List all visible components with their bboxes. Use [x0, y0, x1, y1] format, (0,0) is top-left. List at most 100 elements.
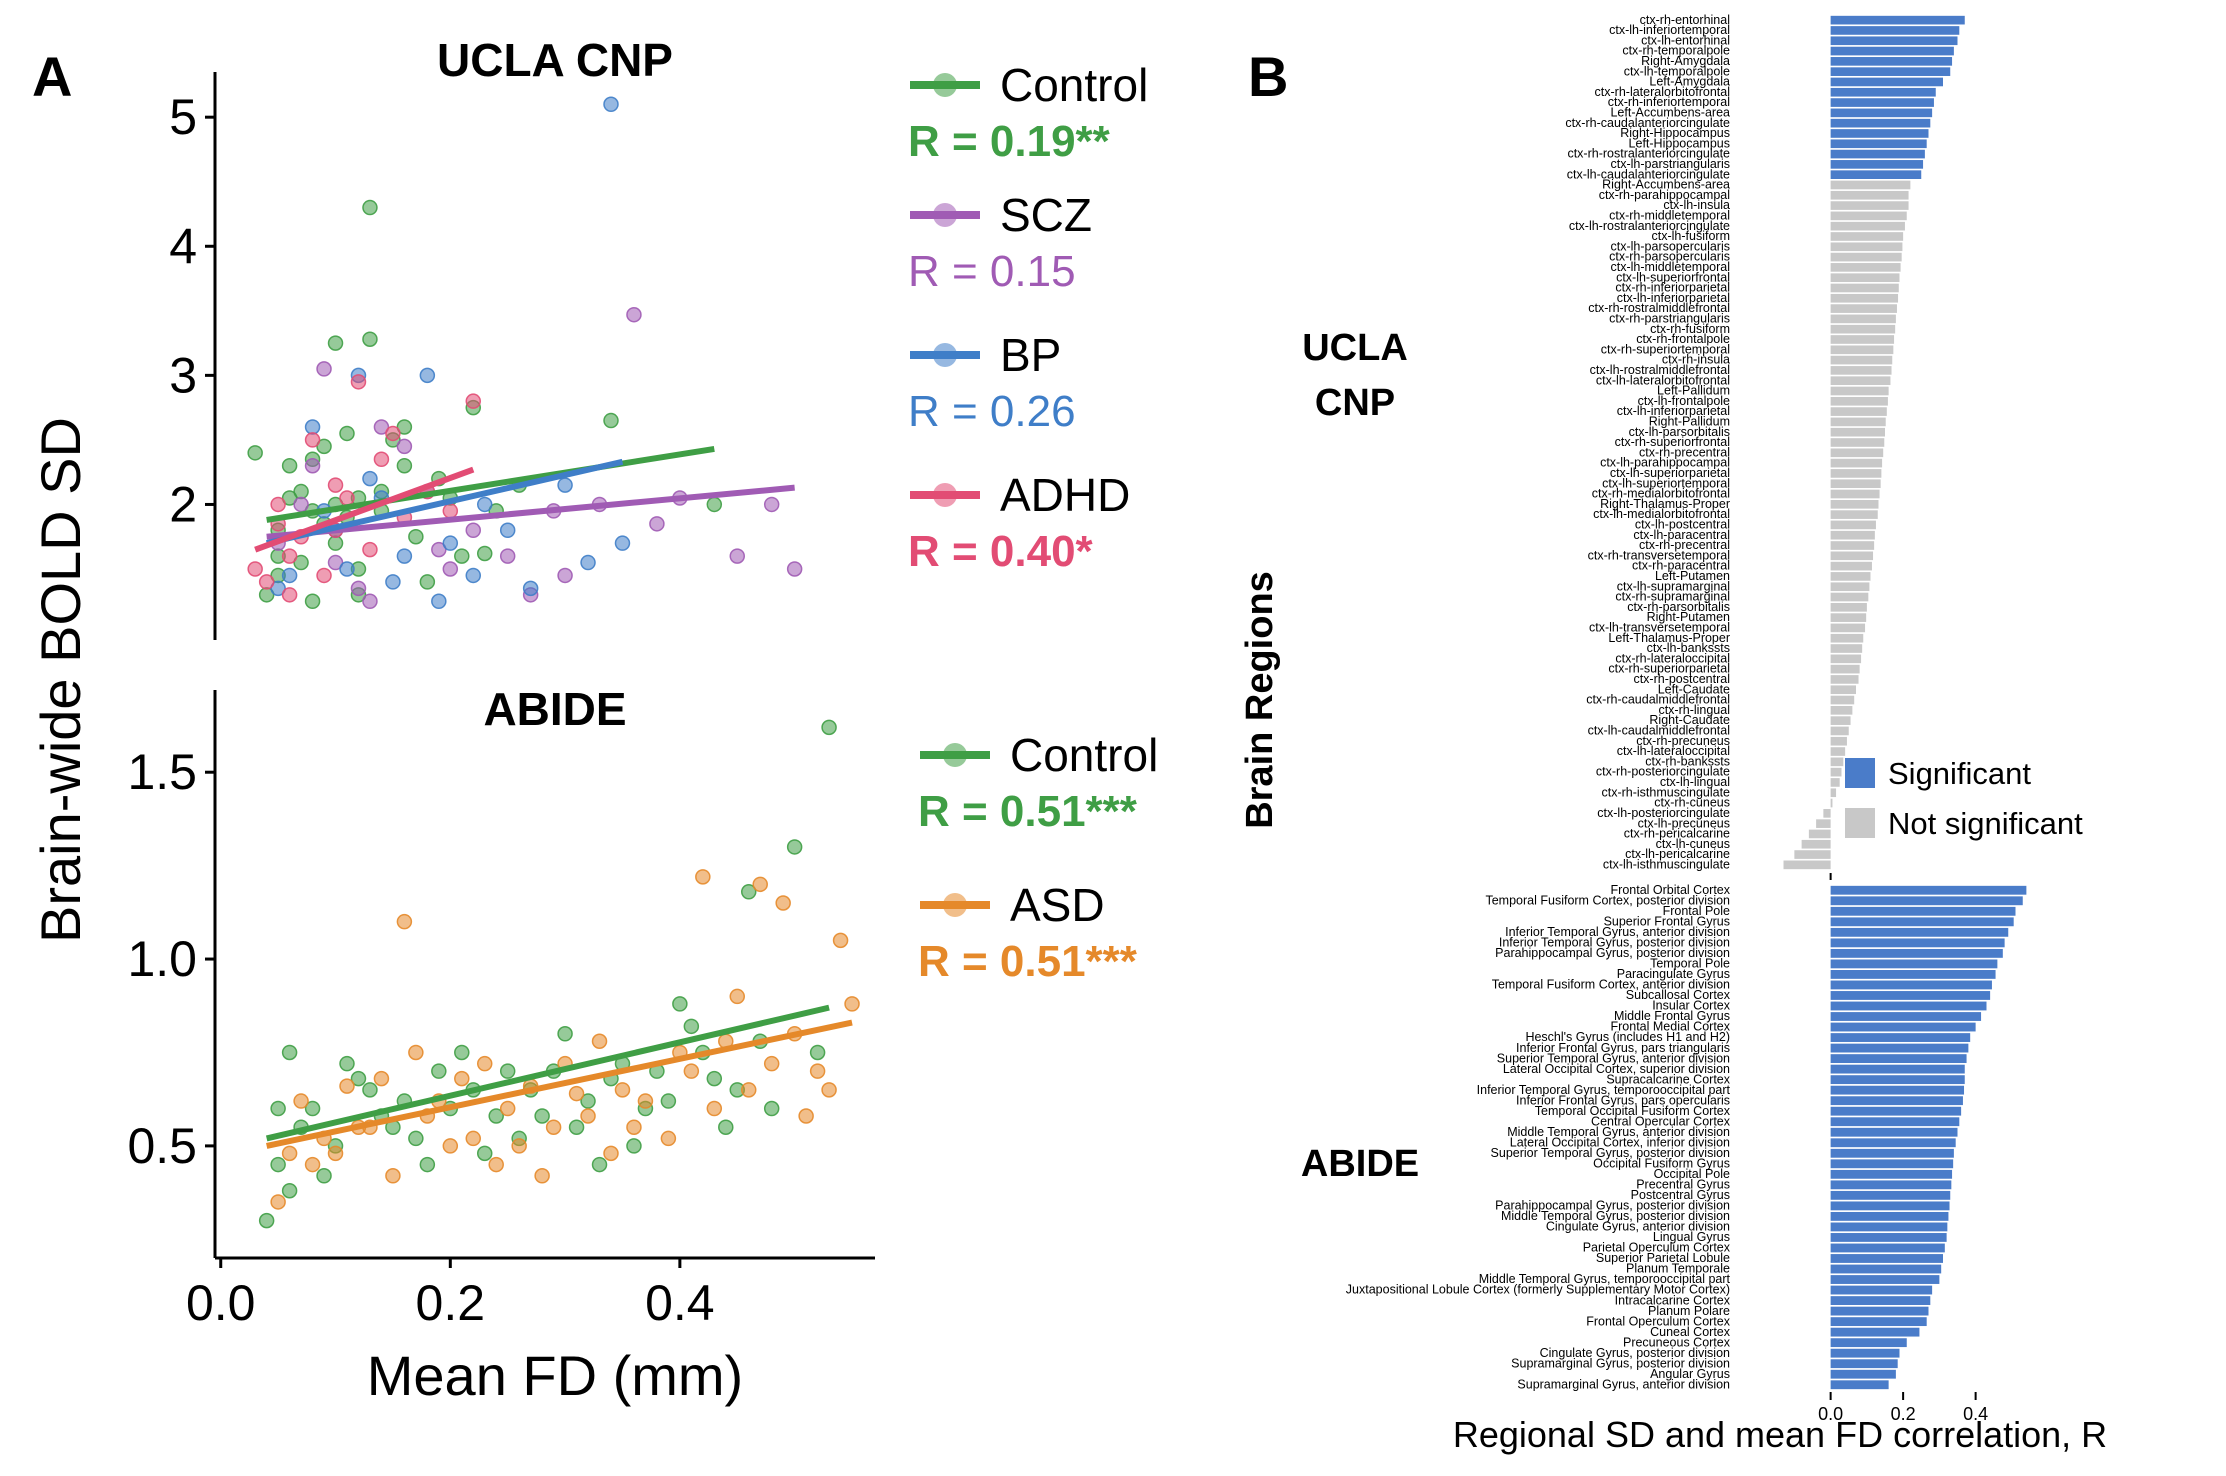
- bar-category-label: Right-Amygdala: [1641, 54, 1730, 68]
- data-point: [419, 1156, 436, 1173]
- bar-category-label: ctx-lh-inferiortemporal: [1609, 23, 1730, 37]
- data-point: [672, 996, 688, 1012]
- bar: [1830, 489, 1880, 499]
- bar: [1830, 675, 1859, 684]
- bar-category-label: ctx-rh-inferiortemporal: [1608, 95, 1730, 109]
- bar-category-label: Intracalcarine Cortex: [1615, 1293, 1731, 1307]
- bar-category-label: ctx-lh-insula: [1663, 198, 1730, 212]
- data-point: [786, 839, 803, 855]
- bar-category-label: Frontal Orbital Cortex: [1611, 883, 1731, 897]
- bar-category-label: ctx-lh-paracentral: [1633, 528, 1730, 542]
- bar: [1830, 1296, 1931, 1305]
- fit-line: [265, 458, 624, 547]
- data-point: [488, 1156, 504, 1173]
- bar: [1830, 1033, 1971, 1042]
- bar: [1830, 1096, 1963, 1106]
- legend-series-name: SCZ: [1000, 189, 1092, 241]
- bar-category-label: Superior Frontal Gyrus: [1604, 915, 1730, 929]
- bar: [1830, 1327, 1920, 1337]
- bar-category-label: ctx-rh-precuneus: [1636, 734, 1730, 748]
- data-point: [614, 535, 631, 551]
- data-point: [247, 445, 263, 461]
- bar-category-label: ctx-rh-medialorbitofrontal: [1592, 487, 1730, 501]
- bar-category-label: ctx-rh-inferiorparietal: [1615, 281, 1730, 295]
- data-point: [557, 567, 573, 584]
- data-point: [534, 1168, 550, 1184]
- bar: [1830, 36, 1958, 46]
- bar: [1830, 1243, 1945, 1253]
- bar: [1830, 469, 1882, 478]
- legend-r-value: R = 0.40*: [908, 527, 1094, 576]
- data-point: [740, 884, 757, 900]
- bar-category-label: Middle Frontal Gyrus: [1614, 1009, 1730, 1023]
- panel-b-y-axis-label: Brain Regions: [1239, 571, 1281, 829]
- bar-category-label: Right-Putamen: [1647, 610, 1730, 624]
- bar: [1830, 221, 1905, 231]
- bar: [1830, 1180, 1952, 1190]
- data-point: [465, 567, 482, 584]
- bar: [1830, 129, 1929, 138]
- data-point: [431, 593, 447, 610]
- data-point: [385, 425, 401, 442]
- fit-line: [254, 466, 475, 553]
- bar: [1830, 211, 1907, 221]
- bar-category-label: ctx-lh-temporalpole: [1624, 64, 1730, 78]
- bar-category-label: ctx-rh-parsopercularis: [1609, 250, 1730, 264]
- bar: [1808, 829, 1831, 839]
- bar: [1830, 592, 1869, 602]
- data-point: [339, 561, 355, 577]
- bar: [1783, 860, 1831, 870]
- bar-category-label: ctx-rh-precentral: [1639, 445, 1730, 459]
- bar: [1830, 1159, 1954, 1169]
- data-point: [809, 1044, 826, 1061]
- bar: [1830, 520, 1876, 530]
- data-point: [568, 1119, 585, 1135]
- fit-line: [266, 1019, 853, 1149]
- x-tick-label: 0.4: [645, 1275, 715, 1331]
- bar: [1830, 510, 1878, 519]
- bar-category-label: Precentral Gyrus: [1636, 1178, 1730, 1192]
- data-point: [499, 548, 516, 564]
- data-point: [339, 425, 355, 442]
- data-point: [270, 496, 286, 513]
- bar-category-label: ctx-lh-superiortemporal: [1602, 476, 1730, 490]
- bar-category-label: ctx-lh-rostralanteriorcingulate: [1569, 219, 1730, 233]
- panel-a: A Brain-wide BOLD SD Mean FD (mm) 2 3 4 5 UC…: [29, 34, 1158, 1407]
- data-point: [350, 580, 367, 597]
- bar-category-label: ctx-lh-isthmuscingulate: [1603, 857, 1730, 871]
- data-point: [465, 1130, 482, 1147]
- data-point: [591, 1156, 608, 1173]
- data-point: [706, 496, 723, 513]
- data-point: [293, 496, 309, 513]
- bar: [1830, 778, 1840, 787]
- bar-category-label: ctx-rh-superiorparietal: [1608, 662, 1730, 676]
- bar: [1830, 355, 1893, 365]
- data-point: [339, 490, 355, 506]
- data-point: [454, 548, 470, 564]
- data-point: [557, 477, 573, 493]
- bar-category-label: Right-Hippocampus: [1620, 126, 1730, 140]
- data-point: [281, 490, 298, 506]
- data-point: [293, 483, 309, 500]
- bar-category-label: ctx-rh-lateraloccipital: [1615, 651, 1730, 665]
- data-point: [327, 1145, 344, 1162]
- data-point: [729, 988, 746, 1005]
- bar-category-label: ctx-rh-parstriangularis: [1609, 311, 1730, 325]
- bar-category-label: ctx-rh-lingual: [1658, 703, 1730, 717]
- data-point: [718, 1119, 734, 1135]
- bar-category-label: ctx-lh-middletemporal: [1611, 260, 1730, 274]
- data-point: [419, 574, 436, 590]
- bar-category-label: ctx-rh-rostralanteriorcingulate: [1567, 147, 1730, 161]
- data-point: [396, 913, 413, 930]
- bar-category-label: ctx-rh-lateralorbitofrontal: [1595, 85, 1730, 99]
- bar: [1830, 1359, 1898, 1369]
- data-point: [740, 1082, 757, 1098]
- bar: [1830, 644, 1863, 653]
- data-point: [649, 516, 665, 532]
- bar-category-label: Juxtapositional Lobule Cortex (formerly …: [1346, 1283, 1730, 1297]
- data-point: [821, 719, 837, 736]
- legend-marker: [943, 893, 967, 917]
- bar: [1830, 685, 1856, 695]
- bar: [1830, 1338, 1907, 1348]
